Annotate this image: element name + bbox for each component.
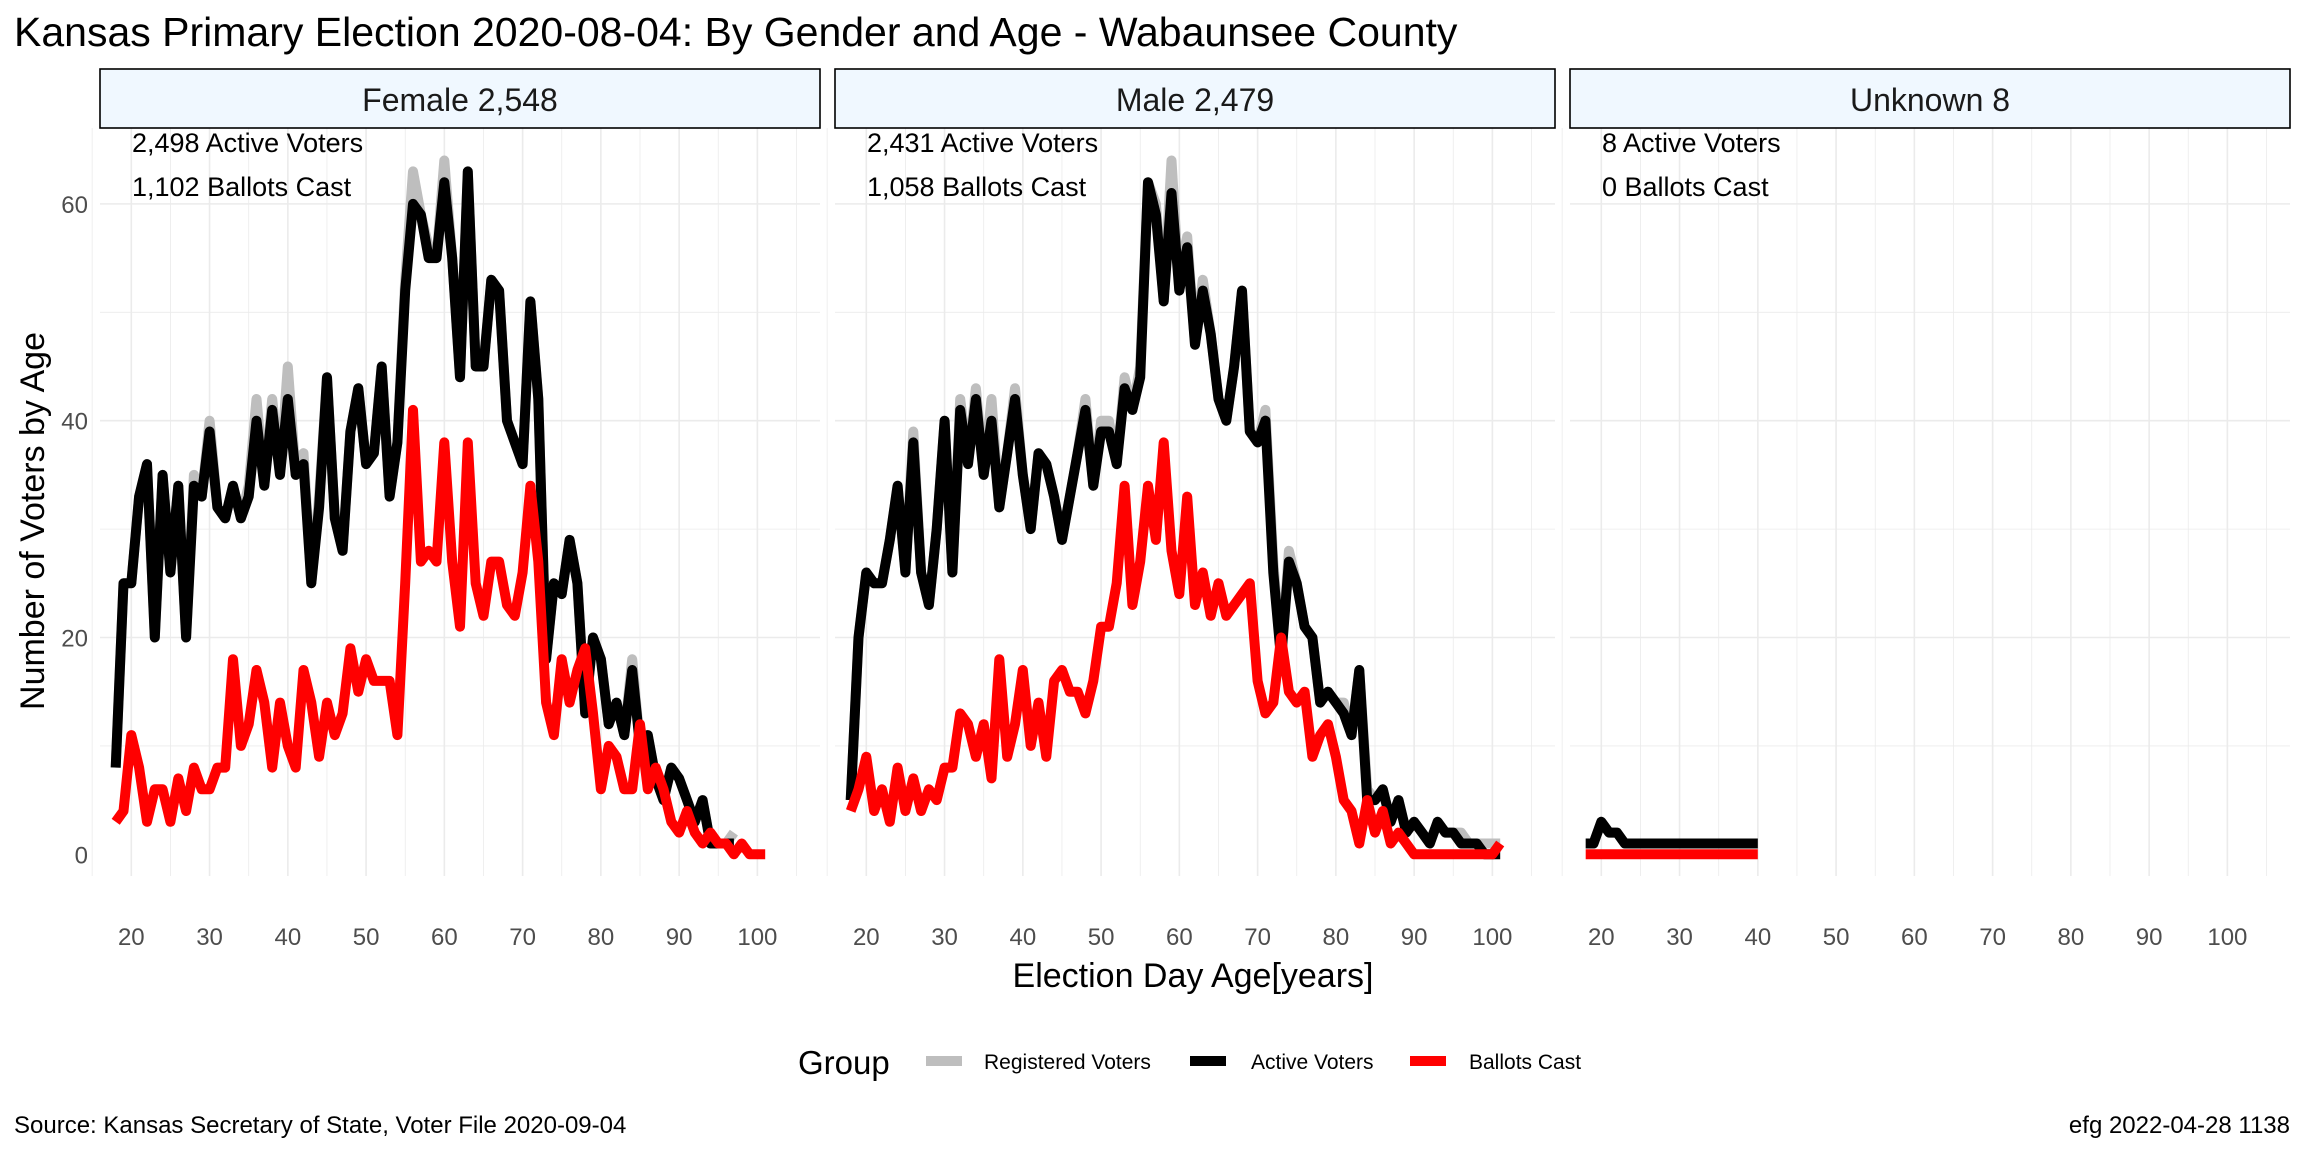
x-tick-label-male: 100 <box>1472 924 1512 951</box>
series-line-active-voters-unknown <box>1585 816 1758 849</box>
x-tick-label-female: 60 <box>431 924 458 951</box>
x-tick-label-male: 70 <box>1244 924 1271 951</box>
x-tick-label-unknown: 40 <box>1744 924 1771 951</box>
x-tick-label-male: 90 <box>1401 924 1428 951</box>
facet-strip-female <box>99 68 821 129</box>
x-tick-label-female: 100 <box>737 924 777 951</box>
x-tick-label-female: 50 <box>353 924 380 951</box>
x-tick-label-male: 40 <box>1009 924 1036 951</box>
series-line-ballots-cast-female <box>111 404 766 860</box>
facet-strip-male <box>834 68 1556 129</box>
x-tick-label-female: 70 <box>509 924 536 951</box>
facet-strip-unknown <box>1569 68 2291 129</box>
x-tick-label-male: 50 <box>1088 924 1115 951</box>
legend-label-ballots-cast: Ballots Cast <box>1469 1051 1581 1074</box>
x-tick-label-unknown: 80 <box>2058 924 2085 951</box>
facet-panel-male: Male 2,479 2,431 Active Voters 1,058 Ballo… <box>826 68 1556 951</box>
timestamp-caption: efg 2022-04-28 1138 <box>2069 1112 2290 1139</box>
x-tick-label-unknown: 50 <box>1823 924 1850 951</box>
x-tick-label-female: 20 <box>118 924 145 951</box>
annotation-ballots-cast-unknown: 0 Ballots Cast <box>1602 172 1769 202</box>
x-tick-label-female: 90 <box>666 924 693 951</box>
x-tick-label-female: 30 <box>196 924 223 951</box>
facet-panel-unknown: Unknown 8 8 Active Voters 0 Ballots Cast 20… <box>1561 68 2291 951</box>
facet-panel-female: Female 2,548 2,498 Active Voters 1,102 Bal… <box>61 68 821 951</box>
grid-female <box>91 128 820 876</box>
facet-strip-label-male: Male 2,479 <box>1116 82 1274 118</box>
x-tick-label-female: 80 <box>588 924 615 951</box>
x-tick-label-male: 60 <box>1166 924 1193 951</box>
facet-strip-label-female: Female 2,548 <box>362 82 558 118</box>
legend-label-registered-voters: Registered Voters <box>984 1051 1151 1074</box>
grid-unknown <box>1561 128 2290 876</box>
series-line-ballots-cast-male <box>845 437 1505 860</box>
chart-title: Kansas Primary Election 2020-08-04: By G… <box>14 9 1458 55</box>
annotation-active-voters-male: 2,431 Active Voters <box>867 128 1098 158</box>
series-line-active-voters-female <box>110 166 734 849</box>
x-axis-label: Election Day Age[years] <box>1013 957 1374 995</box>
x-tick-label-unknown: 60 <box>1901 924 1928 951</box>
source-caption: Source: Kansas Secretary of State, Voter… <box>14 1112 626 1139</box>
legend-title: Group <box>798 1044 890 1081</box>
annotation-ballots-cast-female: 1,102 Ballots Cast <box>132 172 352 202</box>
annotation-active-voters-unknown: 8 Active Voters <box>1602 128 1781 158</box>
y-tick-label: 0 <box>75 842 88 869</box>
legend-label-active-voters: Active Voters <box>1251 1051 1374 1074</box>
x-tick-label-unknown: 70 <box>1979 924 2006 951</box>
x-tick-label-male: 20 <box>853 924 880 951</box>
y-tick-label: 40 <box>61 409 88 436</box>
annotation-active-voters-female: 2,498 Active Voters <box>132 128 363 158</box>
x-tick-label-male: 30 <box>931 924 958 951</box>
y-axis-label: Number of Voters by Age <box>14 332 52 710</box>
x-tick-label-unknown: 90 <box>2136 924 2163 951</box>
y-tick-label: 20 <box>61 626 88 653</box>
x-tick-label-female: 40 <box>274 924 301 951</box>
x-tick-label-unknown: 30 <box>1666 924 1693 951</box>
annotation-ballots-cast-male: 1,058 Ballots Cast <box>867 172 1087 202</box>
series-line-active-voters-male <box>845 177 1501 860</box>
y-tick-label: 60 <box>61 192 88 219</box>
x-tick-label-male: 80 <box>1323 924 1350 951</box>
facet-strip-label-unknown: Unknown 8 <box>1850 82 2010 118</box>
x-tick-label-unknown: 100 <box>2207 924 2247 951</box>
facet-panels: Female 2,548 2,498 Active Voters 1,102 Bal… <box>61 68 2291 951</box>
x-tick-label-unknown: 20 <box>1588 924 1615 951</box>
legend: Group Registered Voters Active Voters Ba… <box>798 1044 1581 1081</box>
